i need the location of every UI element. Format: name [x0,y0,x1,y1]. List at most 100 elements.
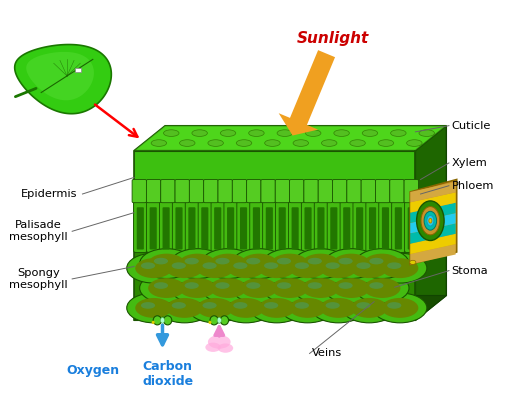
Ellipse shape [373,293,427,323]
Ellipse shape [166,298,203,318]
Ellipse shape [356,302,371,309]
FancyBboxPatch shape [161,179,175,203]
Ellipse shape [163,316,172,325]
Ellipse shape [232,249,286,279]
Ellipse shape [355,249,409,279]
FancyBboxPatch shape [204,179,218,203]
Text: Cuticle: Cuticle [451,121,491,131]
Ellipse shape [350,298,387,318]
FancyBboxPatch shape [275,179,290,203]
Ellipse shape [210,278,246,298]
Text: Palisade
mesophyll: Palisade mesophyll [9,221,68,242]
Ellipse shape [263,249,317,279]
FancyBboxPatch shape [250,202,263,252]
FancyBboxPatch shape [240,207,247,249]
Ellipse shape [342,293,396,323]
Ellipse shape [228,298,265,318]
Polygon shape [134,252,415,320]
Ellipse shape [208,140,224,146]
Ellipse shape [305,130,321,136]
Ellipse shape [281,253,334,283]
Ellipse shape [363,254,400,274]
Ellipse shape [188,293,242,323]
FancyBboxPatch shape [369,207,376,249]
Ellipse shape [127,293,180,323]
Ellipse shape [271,254,308,274]
Ellipse shape [378,140,394,146]
FancyBboxPatch shape [218,179,232,203]
FancyBboxPatch shape [214,207,222,249]
FancyBboxPatch shape [290,179,304,203]
Polygon shape [134,296,446,320]
Ellipse shape [249,130,264,136]
Ellipse shape [320,298,357,318]
Ellipse shape [240,254,277,274]
Text: Oxygen: Oxygen [66,364,120,377]
Ellipse shape [293,273,347,303]
Ellipse shape [201,249,255,279]
FancyBboxPatch shape [408,207,415,249]
Ellipse shape [424,211,437,230]
Ellipse shape [233,302,248,309]
FancyBboxPatch shape [189,179,204,203]
Ellipse shape [271,278,308,298]
Ellipse shape [311,253,366,283]
Ellipse shape [201,273,255,303]
FancyBboxPatch shape [292,207,298,249]
Ellipse shape [188,253,242,283]
Ellipse shape [135,298,172,318]
Ellipse shape [281,293,334,323]
Ellipse shape [321,140,337,146]
FancyBboxPatch shape [185,202,199,252]
Ellipse shape [391,130,406,136]
FancyBboxPatch shape [172,202,186,252]
Ellipse shape [427,216,434,226]
Ellipse shape [141,302,155,309]
FancyBboxPatch shape [188,207,196,249]
Ellipse shape [250,293,304,323]
FancyBboxPatch shape [379,202,392,252]
FancyBboxPatch shape [327,202,341,252]
Ellipse shape [289,258,326,278]
Ellipse shape [140,273,193,303]
Ellipse shape [220,130,236,136]
FancyBboxPatch shape [163,207,170,249]
Text: Xylem: Xylem [451,158,487,168]
FancyBboxPatch shape [347,179,361,203]
Ellipse shape [171,249,224,279]
Ellipse shape [202,302,217,309]
Ellipse shape [246,258,261,264]
Ellipse shape [356,262,371,269]
Ellipse shape [153,316,161,325]
Ellipse shape [421,206,440,235]
Polygon shape [134,126,446,151]
Ellipse shape [135,258,172,278]
FancyBboxPatch shape [343,207,350,249]
Ellipse shape [308,282,322,289]
FancyBboxPatch shape [330,207,337,249]
Text: Sunlight: Sunlight [297,31,369,46]
Text: Spongy
mesophyll: Spongy mesophyll [9,268,68,290]
Ellipse shape [333,254,370,274]
Ellipse shape [324,273,378,303]
Ellipse shape [233,262,248,269]
Polygon shape [27,52,94,100]
FancyBboxPatch shape [198,202,212,252]
Ellipse shape [311,293,366,323]
Ellipse shape [185,258,199,264]
Ellipse shape [209,321,212,324]
Ellipse shape [202,262,217,269]
Ellipse shape [293,249,347,279]
Ellipse shape [350,258,387,278]
Ellipse shape [217,317,222,323]
Ellipse shape [277,130,293,136]
Text: Stoma: Stoma [451,266,488,276]
Polygon shape [410,179,457,264]
Ellipse shape [210,254,246,274]
Ellipse shape [192,130,207,136]
Ellipse shape [326,302,340,309]
Ellipse shape [407,140,422,146]
FancyBboxPatch shape [382,207,389,249]
Ellipse shape [419,130,435,136]
Ellipse shape [362,130,378,136]
